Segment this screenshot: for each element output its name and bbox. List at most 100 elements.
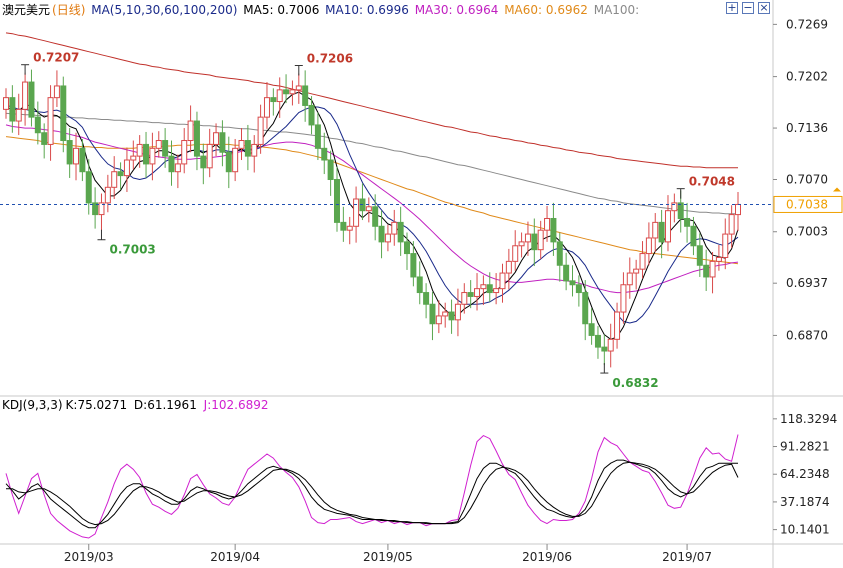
- candle-body: [60, 85, 67, 142]
- annotation-label: 0.7207: [33, 51, 79, 65]
- candle-body: [384, 233, 391, 243]
- candle-body: [98, 202, 105, 216]
- candle-body: [556, 241, 563, 266]
- candle-body: [505, 260, 512, 274]
- candle-body: [690, 225, 697, 247]
- candle-body: [544, 217, 551, 231]
- candle-body: [225, 151, 232, 173]
- date-tick-label: 2019/07: [662, 550, 712, 564]
- candle-body: [429, 303, 436, 325]
- candle-body: [448, 311, 455, 321]
- annotation-label: 0.7048: [689, 175, 735, 189]
- candle-body: [200, 155, 207, 169]
- date-tick-label: 2019/06: [522, 550, 572, 564]
- candle-body: [321, 147, 328, 161]
- candle-body: [219, 132, 226, 153]
- candle-body: [66, 140, 73, 165]
- candle-body: [302, 85, 309, 106]
- price-tick-label: 0.6870: [786, 328, 828, 342]
- candle-body: [295, 85, 302, 91]
- candle-body: [104, 186, 111, 204]
- candle-body: [206, 143, 213, 169]
- candle-body: [85, 171, 92, 204]
- candle-body: [263, 97, 270, 118]
- candle-body: [550, 217, 557, 243]
- ma100-value: MA100:: [593, 3, 640, 17]
- zoom-in-button[interactable]: +: [726, 1, 738, 14]
- candle-body: [251, 143, 258, 157]
- candle-body: [136, 143, 143, 157]
- candle-body: [289, 89, 296, 95]
- close-button[interactable]: ×: [758, 1, 770, 14]
- candle-body: [53, 85, 60, 99]
- candle-body: [123, 159, 130, 177]
- candle-body: [283, 89, 290, 95]
- candle-body: [582, 292, 589, 325]
- candle-body: [696, 245, 703, 266]
- ma10-line: [5, 104, 739, 324]
- candle-body: [537, 229, 544, 251]
- candle-body: [645, 237, 652, 255]
- candle-body: [493, 288, 500, 294]
- symbol-label: 澳元美元: [2, 3, 51, 17]
- candle-body: [15, 108, 22, 122]
- candle-body: [353, 198, 360, 227]
- candle-body: [703, 264, 710, 278]
- candle-body: [531, 233, 538, 251]
- axis-labels: 0.7269 0.7202 0.7136 0.7070 0.7003 0.6937 0.68…: [64, 17, 837, 564]
- candle-body: [671, 202, 678, 212]
- price-marker-icon: [833, 187, 841, 192]
- candle-body: [480, 284, 487, 290]
- kdj-tick-label: 91.2821: [780, 440, 830, 454]
- candle-body: [442, 311, 449, 317]
- candle-body: [620, 284, 627, 313]
- kdj-header: KDJ(9,3,3) K:75.0271 D:61.1961 J:102.6892: [2, 398, 272, 414]
- candle-body: [181, 140, 188, 165]
- candle-body: [232, 147, 239, 173]
- ma-settings-label[interactable]: MA(5,10,30,60,100,200): [91, 3, 238, 17]
- date-tick-label: 2019/03: [64, 550, 114, 564]
- candle-body: [588, 323, 595, 336]
- candle-body: [639, 253, 646, 270]
- ma10-value: MA10: 0.6996: [325, 3, 409, 17]
- candle-body: [709, 260, 716, 278]
- candle-body: [575, 284, 582, 294]
- annotation-label: 0.7206: [307, 51, 353, 65]
- candle-body: [193, 120, 200, 157]
- last-price-tag: [773, 195, 843, 213]
- price-tick-label: 0.7269: [786, 17, 828, 31]
- period-label[interactable]: (日线): [52, 3, 86, 17]
- candle-body: [664, 210, 671, 243]
- ma5-line: [5, 91, 739, 340]
- candle-body: [416, 276, 423, 294]
- price-tick-label: 0.6937: [786, 276, 828, 290]
- candle-body: [333, 179, 340, 223]
- candle-body: [569, 280, 576, 286]
- candle-body: [404, 241, 411, 255]
- candle-body: [524, 233, 531, 243]
- candlesticks: [3, 69, 741, 368]
- kdj-d-line: [6, 461, 739, 526]
- candle-body: [244, 140, 251, 157]
- candle-body: [410, 253, 417, 278]
- candle-body: [308, 104, 315, 126]
- candle-body: [276, 89, 283, 103]
- ma30-line: [5, 124, 739, 294]
- candle-body: [155, 140, 162, 149]
- candle-body: [563, 264, 570, 282]
- candle-body: [518, 241, 525, 247]
- ma5-value: MA5: 0.7006: [243, 3, 320, 17]
- price-annotations: 0.7038 0.7207 0.7206 0.7003 0.6832 0.7048: [0, 51, 843, 390]
- zoom-out-button[interactable]: −: [742, 1, 754, 14]
- kdj-settings-label[interactable]: KDJ(9,3,3): [2, 398, 63, 412]
- annotation-label: 0.7003: [109, 243, 155, 257]
- kdj-k-line: [5, 459, 738, 529]
- candle-body: [633, 268, 640, 274]
- candle-body: [28, 81, 35, 118]
- candle-body: [601, 346, 608, 352]
- kdj-tick-label: 118.3294: [780, 412, 837, 426]
- kdj-lines: [5, 434, 739, 539]
- candle-body: [327, 159, 334, 181]
- candle-body: [346, 225, 353, 231]
